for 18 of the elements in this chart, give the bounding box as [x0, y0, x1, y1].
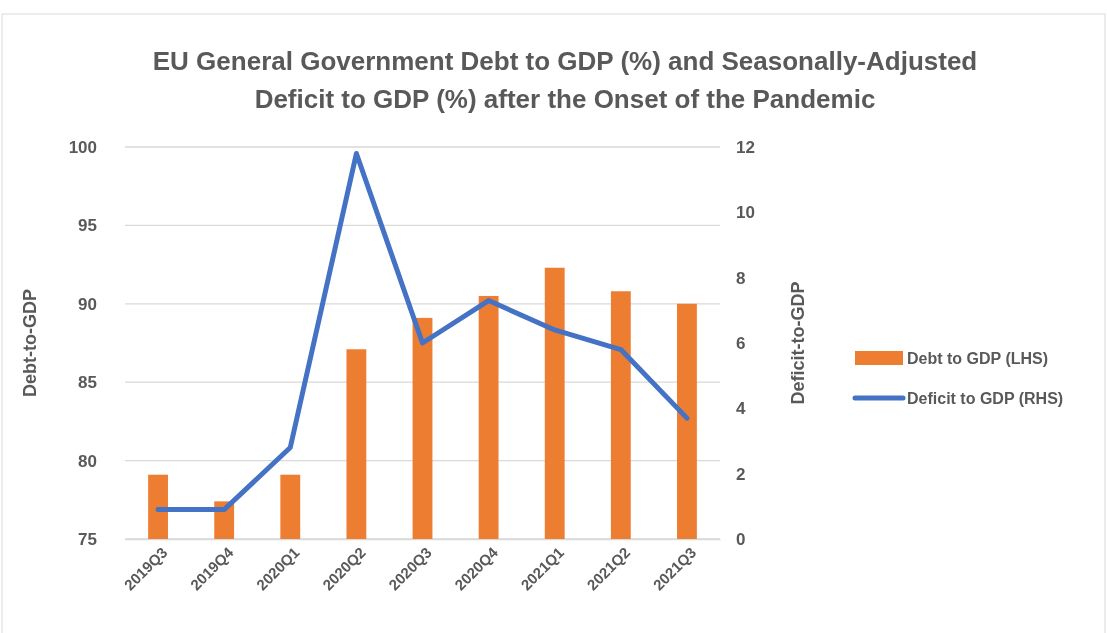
y-tick-label: 90: [78, 294, 97, 314]
y-tick-label: 95: [78, 216, 97, 236]
legend-label: Deficit to GDP (RHS): [907, 390, 1064, 407]
y-tick-label: 85: [78, 373, 97, 393]
y2-tick-label: 10: [736, 203, 755, 223]
y2-tick-label: 4: [736, 399, 746, 419]
chart-title: EU General Government Debt to GDP (%) and Seasonally-Adjusted Deficit to GDP (%) after the Onset of the Pandemic: [152, 46, 978, 114]
y2-tick-label: 8: [736, 268, 746, 288]
y2-tick-label: 12: [736, 137, 755, 157]
y-tick-label: 80: [78, 451, 97, 471]
y-tick-label: 75: [78, 529, 97, 549]
y2-tick-label: 2: [736, 464, 746, 484]
legend-label: Debt to GDP (LHS): [907, 350, 1049, 367]
y-tick-label: 100: [68, 137, 97, 157]
y-axis-title: Debt-to-GDP: [20, 289, 40, 397]
y2-axis-title: Deficit-to-GDP: [788, 281, 808, 405]
y2-tick-label: 0: [736, 529, 746, 549]
y2-tick-label: 6: [736, 333, 746, 353]
